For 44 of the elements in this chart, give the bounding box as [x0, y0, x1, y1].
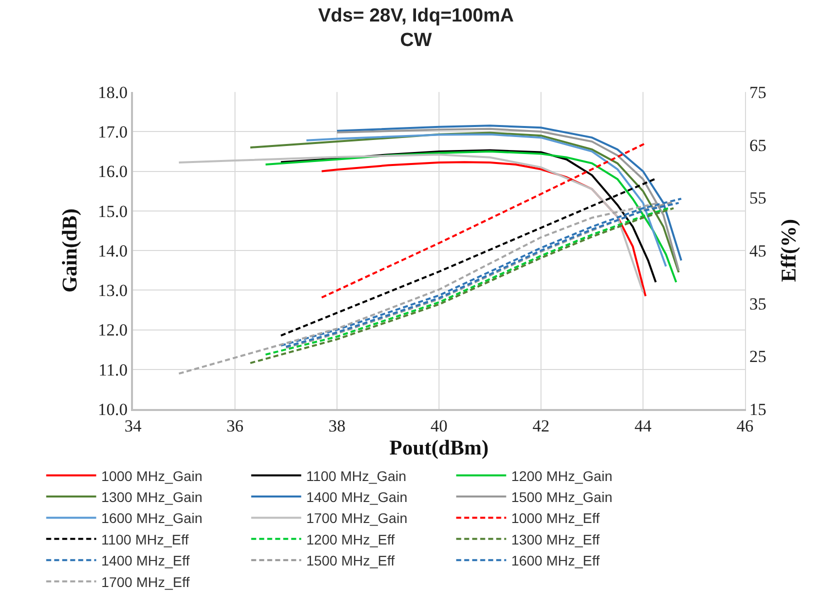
y-tick-label: 10.0 [98, 400, 128, 419]
legend-label: 1300 MHz_Gain [101, 488, 202, 505]
x-tick-label: 38 [328, 416, 346, 436]
legend-label: 1600 MHz_Eff [511, 552, 600, 569]
y-tick-label: 13.0 [98, 281, 128, 300]
y2-tick-label: 35 [749, 294, 766, 314]
y2-tick-label: 65 [749, 136, 766, 155]
legend-label: 1200 MHz_Eff [306, 531, 395, 548]
legend-label: 1200 MHz_Gain [511, 468, 612, 484]
y-tick-label: 11.0 [98, 360, 128, 380]
legend-label: 1700 MHz_Gain [306, 510, 408, 526]
x-tick-label: 44 [634, 416, 652, 436]
legend-label: 1500 MHz_Gain [511, 488, 612, 505]
legend-label: 1400 MHz_Eff [101, 552, 190, 569]
legend-label: 1600 MHz_Gain [101, 510, 202, 526]
y-tick-label: 12.0 [98, 320, 128, 340]
legend-label: 1300 MHz_Eff [511, 531, 600, 548]
y2-tick-label: 25 [749, 347, 766, 366]
y2-axis-title: Eff(%) [776, 219, 801, 282]
legend-label: 1700 MHz_Eff [101, 574, 190, 590]
legend-label: 1500 MHz_Eff [306, 552, 395, 569]
x-tick-label: 36 [226, 416, 244, 436]
x-tick-label: 42 [532, 416, 550, 436]
y2-tick-label: 45 [749, 241, 766, 260]
legend-label: 1000 MHz_Gain [101, 468, 202, 484]
chart-title: Vds= 28V, Idq=100mA [318, 5, 514, 26]
x-tick-label: 34 [124, 416, 142, 436]
y-tick-label: 14.0 [98, 241, 128, 260]
y2-tick-label: 75 [749, 82, 766, 102]
y-tick-label: 18.0 [98, 82, 128, 102]
x-tick-label: 46 [736, 416, 754, 436]
y2-tick-label: 55 [749, 188, 766, 208]
y2-tick-label: 15 [749, 400, 766, 419]
legend-label: 1100 MHz_Eff [101, 531, 189, 548]
legend-label: 1400 MHz_Gain [306, 488, 408, 505]
chart-subtitle: CW [400, 30, 432, 52]
x-tick-label: 40 [430, 416, 448, 436]
legend-label: 1100 MHz_Gain [306, 468, 406, 484]
y-axis-title: Gain(dB) [58, 208, 82, 293]
y-tick-label: 16.0 [98, 162, 128, 182]
x-axis-title: Pout(dBm) [389, 435, 489, 460]
y-tick-label: 17.0 [98, 122, 128, 142]
legend-label: 1000 MHz_Eff [511, 510, 600, 526]
y-tick-label: 15.0 [98, 202, 128, 221]
